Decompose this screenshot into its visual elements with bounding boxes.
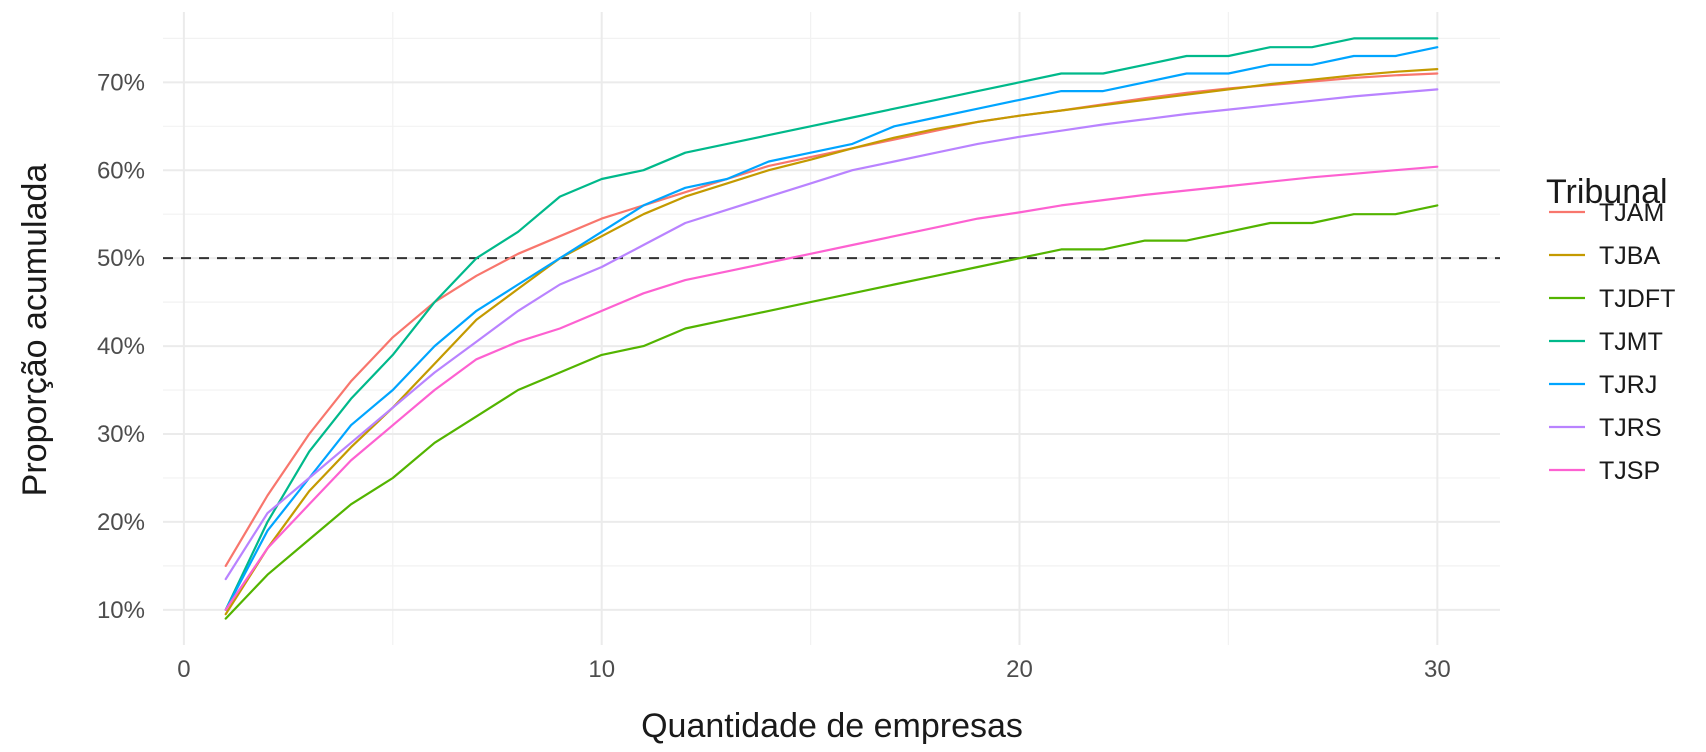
y-tick-label: 50% bbox=[97, 245, 145, 272]
x-axis-title: Quantidade de empresas bbox=[641, 707, 1023, 745]
series-line-tjdft bbox=[224, 204, 1439, 620]
legend-label-tjrj: TJRJ bbox=[1599, 371, 1657, 399]
series-line-tjba bbox=[224, 67, 1439, 616]
legend-label-tjba: TJBA bbox=[1599, 242, 1660, 270]
series-layer bbox=[224, 37, 1439, 620]
y-tick-label: 40% bbox=[97, 333, 145, 360]
grid-layer bbox=[163, 12, 1500, 645]
legend-label-tjdft: TJDFT bbox=[1599, 285, 1675, 313]
y-tick-label: 60% bbox=[97, 157, 145, 184]
legend: Tribunal TJAM TJBA TJDFT TJMT TJRJ TJRS TJSP bbox=[1546, 173, 1675, 485]
tick-labels: 0 10 20 30 10% 20% 30% 40% 50% 60% 70% bbox=[97, 69, 1451, 683]
legend-title: Tribunal bbox=[1546, 173, 1668, 211]
y-tick-label: 30% bbox=[97, 421, 145, 448]
series-line-tjmt bbox=[224, 37, 1439, 611]
y-tick-label: 70% bbox=[97, 69, 145, 96]
y-tick-label: 10% bbox=[97, 597, 145, 624]
legend-items: TJAM TJBA TJDFT TJMT TJRJ TJRS TJSP bbox=[1549, 199, 1675, 485]
series-line-tjrs bbox=[224, 88, 1439, 581]
x-tick-label: 0 bbox=[177, 656, 190, 683]
series-line-tjsp bbox=[224, 165, 1439, 611]
legend-label-tjrs: TJRS bbox=[1599, 414, 1662, 442]
legend-label-tjsp: TJSP bbox=[1599, 457, 1660, 485]
legend-label-tjmt: TJMT bbox=[1599, 328, 1663, 356]
series-line-tjrj bbox=[224, 46, 1439, 611]
legend-label-tjam: TJAM bbox=[1599, 199, 1664, 227]
x-tick-label: 30 bbox=[1424, 656, 1451, 683]
x-tick-label: 20 bbox=[1006, 656, 1033, 683]
x-tick-label: 10 bbox=[588, 656, 615, 683]
y-axis-title: Proporção acumulada bbox=[16, 164, 54, 497]
y-tick-label: 20% bbox=[97, 509, 145, 536]
